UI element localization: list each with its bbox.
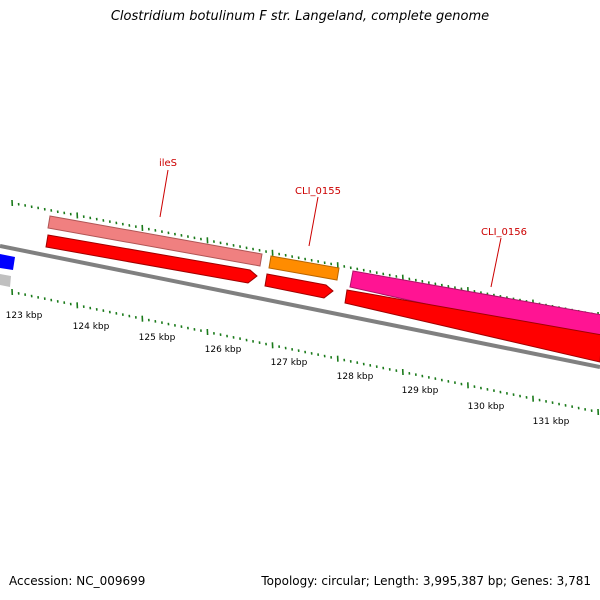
label-line-cli-0155	[308, 196, 319, 247]
edge-feature-gray	[0, 274, 11, 287]
scale-label: 129 kbp	[402, 386, 439, 396]
scale-label: 128 kbp	[337, 372, 374, 382]
label-line-iles	[159, 169, 169, 218]
scale-label: 127 kbp	[271, 358, 308, 368]
scale-label: 131 kbp	[533, 417, 570, 427]
inner-tick-row	[11, 288, 600, 416]
accession-text: Accession: NC_009699	[9, 574, 146, 588]
gene-label-cli-0156: CLI_0156	[481, 227, 527, 238]
edge-feature-blue	[0, 254, 15, 270]
cds-iles	[45, 234, 258, 284]
gene-feature-cli-0155	[268, 255, 340, 281]
genome-summary-text: Topology: circular; Length: 3,995,387 bp…	[261, 574, 591, 588]
scale-label: 123 kbp	[6, 311, 43, 321]
scale-label: 126 kbp	[205, 345, 242, 355]
scale-label: 130 kbp	[468, 402, 505, 412]
gene-label-iles: ileS	[159, 158, 177, 169]
map-title: Clostridium botulinum F str. Langeland, …	[110, 9, 490, 24]
label-line-cli-0156	[490, 237, 502, 288]
cds-cli-0155	[264, 273, 334, 299]
gene-feature-iles	[47, 215, 263, 267]
scale-label: 124 kbp	[73, 322, 110, 332]
scale-label: 125 kbp	[139, 333, 176, 343]
scale-labels: 123 kbp 124 kbp 125 kbp 126 kbp 127 kbp …	[6, 311, 570, 427]
cds-cli-0156	[344, 289, 600, 363]
gene-label-cli-0155: CLI_0155	[295, 186, 341, 197]
genome-backbone	[0, 244, 600, 369]
